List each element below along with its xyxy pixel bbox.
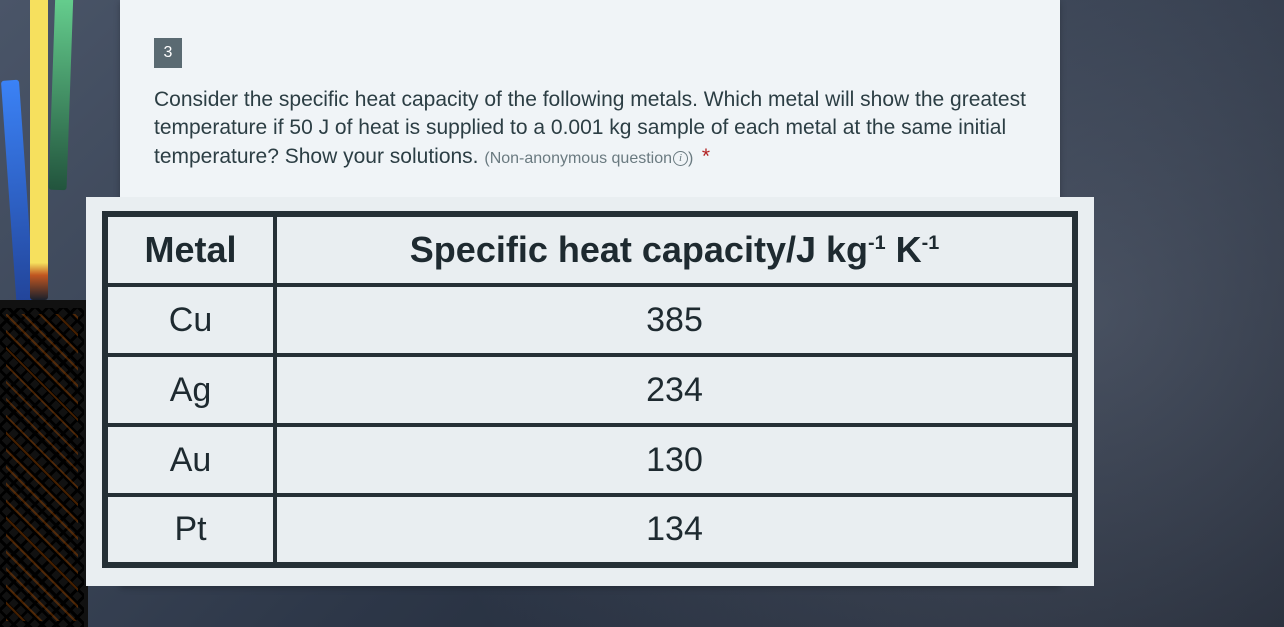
info-icon[interactable]: i [673, 151, 688, 166]
table-cell-metal: Ag [105, 355, 275, 425]
question-text: Consider the specific heat capacity of t… [154, 86, 1026, 171]
pencil-yellow-icon [30, 0, 48, 300]
question-meta-prefix: (Non-anonymous question [484, 150, 672, 167]
table-row: Au130 [105, 425, 1075, 495]
table-header-row: Metal Specific heat capacity/J kg-1 K-1 [105, 214, 1075, 285]
question-number-badge: 3 [154, 38, 182, 68]
table-cell-metal: Pt [105, 495, 275, 565]
table-cell-value: 385 [275, 285, 1075, 355]
table-cell-value: 234 [275, 355, 1075, 425]
left-decoration [0, 0, 100, 627]
pencil-blue-icon [1, 80, 37, 341]
page-background: 3 Consider the specific heat capacity of… [0, 0, 1284, 627]
question-card: 3 Consider the specific heat capacity of… [120, 0, 1060, 586]
table-cell-value: 134 [275, 495, 1075, 565]
question-card-inner: 3 Consider the specific heat capacity of… [120, 0, 1060, 171]
table-row: Cu385 [105, 285, 1075, 355]
table-cell-metal: Au [105, 425, 275, 495]
question-meta: (Non-anonymous questioni) [484, 150, 697, 167]
table-row: Ag234 [105, 355, 1075, 425]
right-padding [1124, 0, 1284, 627]
specific-heat-table: Metal Specific heat capacity/J kg-1 K-1 … [102, 211, 1078, 568]
pencil-green-icon [49, 0, 74, 190]
required-asterisk: * [702, 145, 710, 168]
pencil-holder-icon [0, 300, 88, 627]
table-cell-metal: Cu [105, 285, 275, 355]
question-meta-suffix: ) [688, 150, 693, 167]
table-cell-value: 130 [275, 425, 1075, 495]
table-wrapper: Metal Specific heat capacity/J kg-1 K-1 … [86, 197, 1094, 586]
table-row: Pt134 [105, 495, 1075, 565]
table-header-capacity: Specific heat capacity/J kg-1 K-1 [275, 214, 1075, 285]
table-header-metal: Metal [105, 214, 275, 285]
